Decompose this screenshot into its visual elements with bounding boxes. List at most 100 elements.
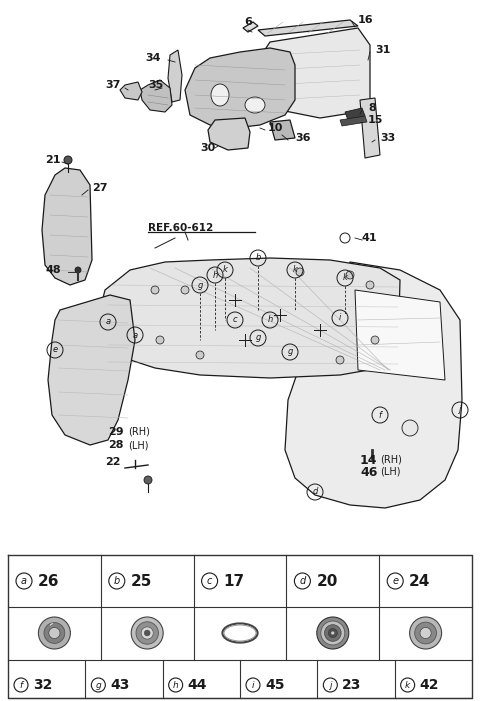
Text: d: d xyxy=(299,576,306,586)
Text: 17: 17 xyxy=(224,573,245,589)
Polygon shape xyxy=(168,50,182,102)
Circle shape xyxy=(331,631,335,635)
Text: i: i xyxy=(252,681,254,690)
Circle shape xyxy=(156,336,164,344)
Text: 30: 30 xyxy=(200,143,215,153)
Circle shape xyxy=(415,622,436,644)
Text: h: h xyxy=(212,271,217,280)
Text: 22: 22 xyxy=(105,457,120,467)
Text: k: k xyxy=(405,681,410,690)
Polygon shape xyxy=(208,118,250,150)
Text: 10: 10 xyxy=(268,123,283,133)
Text: 34: 34 xyxy=(145,53,160,63)
Text: 15: 15 xyxy=(368,115,384,125)
Text: c: c xyxy=(233,315,237,325)
Text: 32: 32 xyxy=(33,678,52,692)
Circle shape xyxy=(371,336,379,344)
Text: 16: 16 xyxy=(358,15,373,25)
Circle shape xyxy=(317,617,349,649)
Text: j: j xyxy=(329,681,332,690)
Circle shape xyxy=(49,627,60,639)
Text: 46: 46 xyxy=(360,465,377,479)
Polygon shape xyxy=(48,295,135,445)
Polygon shape xyxy=(270,120,295,140)
Text: (LH): (LH) xyxy=(128,440,148,450)
Text: 23: 23 xyxy=(342,678,362,692)
Text: g: g xyxy=(96,681,101,690)
Text: a: a xyxy=(21,576,27,586)
Text: 8: 8 xyxy=(368,103,376,113)
Text: i: i xyxy=(339,313,341,322)
Circle shape xyxy=(141,627,153,639)
Text: 33: 33 xyxy=(380,133,395,143)
Polygon shape xyxy=(360,98,380,158)
Circle shape xyxy=(328,629,337,637)
Polygon shape xyxy=(285,262,462,508)
Text: (LH): (LH) xyxy=(380,467,400,477)
Text: 31: 31 xyxy=(375,45,390,55)
Text: f: f xyxy=(379,411,382,419)
Text: c: c xyxy=(207,576,212,586)
Circle shape xyxy=(75,267,81,273)
Text: h: h xyxy=(267,315,273,325)
Polygon shape xyxy=(243,22,258,32)
Text: 36: 36 xyxy=(295,133,311,143)
Text: 20: 20 xyxy=(316,573,338,589)
Text: 14: 14 xyxy=(360,454,377,466)
Circle shape xyxy=(402,420,418,436)
Text: k: k xyxy=(343,273,348,283)
Text: j: j xyxy=(459,405,461,414)
Polygon shape xyxy=(258,20,358,36)
Text: 29: 29 xyxy=(108,427,124,437)
Ellipse shape xyxy=(211,84,229,106)
Polygon shape xyxy=(355,290,445,380)
Text: e: e xyxy=(52,346,58,355)
Polygon shape xyxy=(42,168,92,285)
Text: b: b xyxy=(255,254,261,262)
Text: a: a xyxy=(106,318,110,327)
Circle shape xyxy=(324,625,341,641)
Circle shape xyxy=(196,351,204,359)
Text: g: g xyxy=(197,280,203,290)
Text: d: d xyxy=(312,487,318,496)
Polygon shape xyxy=(120,82,142,100)
Polygon shape xyxy=(345,108,365,120)
Text: 35: 35 xyxy=(148,80,163,90)
Text: 48: 48 xyxy=(45,265,60,275)
Circle shape xyxy=(144,630,150,636)
Circle shape xyxy=(296,268,304,276)
Text: 43: 43 xyxy=(110,678,130,692)
Circle shape xyxy=(38,617,71,649)
Text: g: g xyxy=(288,348,293,357)
Polygon shape xyxy=(258,28,370,118)
Circle shape xyxy=(151,286,159,294)
Polygon shape xyxy=(98,258,400,378)
Circle shape xyxy=(131,617,163,649)
Ellipse shape xyxy=(245,97,265,113)
Text: 24: 24 xyxy=(409,573,431,589)
Polygon shape xyxy=(340,116,367,126)
Polygon shape xyxy=(140,80,172,112)
Text: 21: 21 xyxy=(45,155,60,165)
Circle shape xyxy=(64,156,72,164)
Text: (RH): (RH) xyxy=(380,455,402,465)
Text: 44: 44 xyxy=(188,678,207,692)
Circle shape xyxy=(144,476,152,484)
Text: 26: 26 xyxy=(38,573,60,589)
Text: a: a xyxy=(132,330,138,339)
Text: e: e xyxy=(392,576,398,586)
Text: f: f xyxy=(19,681,23,690)
Text: 45: 45 xyxy=(265,678,285,692)
Text: 41: 41 xyxy=(362,233,378,243)
Text: k: k xyxy=(223,266,228,275)
Text: 42: 42 xyxy=(420,678,439,692)
Circle shape xyxy=(181,286,189,294)
Circle shape xyxy=(44,622,65,644)
Text: h: h xyxy=(173,681,179,690)
Text: 28: 28 xyxy=(108,440,123,450)
Text: b: b xyxy=(114,576,120,586)
Text: REF.60-612: REF.60-612 xyxy=(148,223,213,233)
Text: 25: 25 xyxy=(131,573,152,589)
Circle shape xyxy=(336,356,344,364)
Circle shape xyxy=(346,271,354,279)
